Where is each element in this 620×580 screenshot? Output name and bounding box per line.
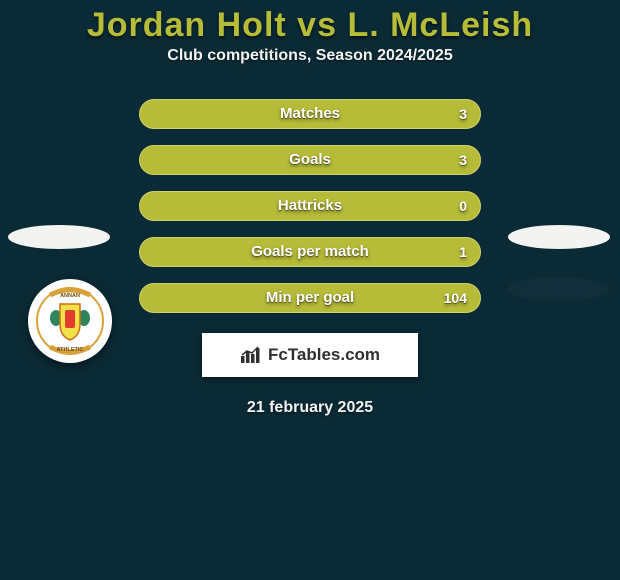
crest-top-text: ANNAN <box>60 293 80 299</box>
subtitle-text: Club competitions, Season 2024/2025 <box>0 47 620 65</box>
stat-row: Goals per match1 <box>139 237 481 267</box>
stat-row: Goals3 <box>139 145 481 175</box>
brand-label: FcTables.com <box>268 345 380 365</box>
crest-bottom-text: ATHLETIC <box>57 347 84 353</box>
player-a-name: Jordan Holt <box>87 6 287 44</box>
comparison-title: Jordan Holt vs L. McLeish <box>0 6 620 45</box>
comparison-arena: ANNAN ATHLETIC Matches3Goals3Hattricks0G… <box>0 99 620 313</box>
player-b-name: L. McLeish <box>347 6 533 44</box>
vs-text: vs <box>287 6 348 44</box>
stat-row: Matches3 <box>139 99 481 129</box>
brand-box[interactable]: FcTables.com <box>202 333 418 377</box>
player-b-marker-ellipse <box>508 225 610 249</box>
date-text: 21 february 2025 <box>0 399 620 417</box>
stat-bar <box>139 145 481 175</box>
club-crest-icon: ANNAN ATHLETIC <box>35 286 105 356</box>
stat-bar <box>139 191 481 221</box>
stat-bar <box>139 99 481 129</box>
player-a-marker-ellipse <box>8 225 110 249</box>
stat-row: Hattricks0 <box>139 191 481 221</box>
player-b-marker-ellipse-2 <box>508 277 610 301</box>
club-badge: ANNAN ATHLETIC <box>28 279 112 363</box>
stat-bar <box>139 237 481 267</box>
stat-bar <box>139 283 481 313</box>
bars-chart-icon <box>240 346 262 364</box>
stat-bars: Matches3 Goals3 Hattricks0 Goals per match1… <box>139 99 481 313</box>
stat-row: Min per goal104 <box>139 283 481 313</box>
